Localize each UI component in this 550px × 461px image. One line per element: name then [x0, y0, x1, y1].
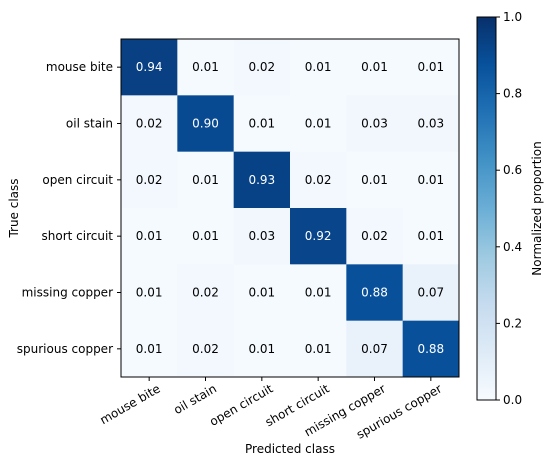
cell-value-label: 0.02: [192, 286, 219, 300]
cell-value-label: 0.02: [192, 342, 219, 356]
y-tick-label: spurious copper: [17, 342, 113, 356]
x-axis-label: Predicted class: [245, 442, 335, 456]
colorbar-ticks: 0.0 0.2 0.4 0.6 0.8 1.0: [496, 10, 522, 407]
cell-value-label: 0.02: [136, 173, 163, 187]
y-tick-label: oil stain: [66, 117, 113, 131]
cell-value-label: 0.01: [305, 117, 332, 131]
heatmap-cell: [290, 151, 347, 209]
cell-value-label: 0.02: [136, 117, 163, 131]
x-tick-label: oil stain: [171, 381, 219, 417]
heatmap-cell: [402, 39, 460, 96]
colorbar-tick-label: 0.4: [503, 240, 522, 254]
colorbar-tick-label: 0.2: [503, 316, 522, 330]
heatmap-cell: [177, 151, 235, 209]
heatmap-cell: [346, 320, 404, 378]
heatmap-cell: [346, 95, 404, 153]
x-tick-label: mouse bite: [98, 381, 163, 427]
cell-value-label: 0.01: [136, 286, 163, 300]
colorbar-tick-label: 0.8: [503, 87, 522, 101]
heatmap-cell: [121, 95, 178, 153]
colorbar-label: Normalized proportion: [530, 141, 544, 275]
cell-value-label: 0.01: [417, 229, 444, 243]
colorbar-tick-label: 1.0: [503, 10, 522, 24]
heatmap-cell: [177, 39, 235, 96]
cell-value-label: 0.92: [305, 229, 332, 243]
heatmap-cell: [233, 95, 291, 153]
cell-value-label: 0.01: [248, 117, 275, 131]
cell-value-label: 0.01: [192, 60, 219, 74]
cell-value-label: 0.02: [305, 173, 332, 187]
y-tick-label: mouse bite: [46, 60, 113, 74]
colorbar: [476, 16, 497, 401]
y-tick-label: short circuit: [42, 229, 114, 243]
cell-value-label: 0.01: [136, 342, 163, 356]
heatmap-cell: [402, 320, 460, 378]
plot-frame: [120, 38, 460, 378]
cell-value-label: 0.01: [305, 60, 332, 74]
cell-value-label: 0.88: [417, 342, 444, 356]
heatmap-cell: [402, 95, 460, 153]
heatmap-cell: [346, 264, 404, 322]
colorbar-tick-label: 0.0: [503, 393, 522, 407]
cell-value-label: 0.01: [361, 173, 388, 187]
cell-value-label: 0.90: [192, 117, 219, 131]
heatmap-cell: [121, 208, 178, 265]
cell-value-label: 0.02: [361, 229, 388, 243]
heatmap-cell: [402, 151, 460, 209]
heatmap-cell: [346, 208, 404, 265]
heatmap-cell: [121, 320, 178, 378]
cell-value-label: 0.01: [305, 342, 332, 356]
cell-value-label: 0.03: [248, 229, 275, 243]
cell-value-label: 0.01: [192, 229, 219, 243]
cell-value-label: 0.07: [417, 286, 444, 300]
heatmap-cells: [121, 39, 460, 378]
heatmap-cell: [233, 151, 291, 209]
heatmap-cell: [233, 208, 291, 265]
heatmap-cell: [177, 208, 235, 265]
y-axis-label: True class: [7, 178, 21, 238]
heatmap-cell: [402, 208, 460, 265]
heatmap-cell: [290, 264, 347, 322]
heatmap-cell: [290, 208, 347, 265]
heatmap-cell: [177, 264, 235, 322]
heatmap-cell: [346, 39, 404, 96]
heatmap-cell: [233, 264, 291, 322]
y-axis-ticks: mouse bite oil stain open circuit short cir…: [17, 60, 121, 356]
cell-value-label: 0.01: [361, 60, 388, 74]
y-tick-label: missing copper: [22, 286, 113, 300]
cell-value-label: 0.01: [136, 229, 163, 243]
heatmap-cell: [177, 95, 235, 153]
heatmap-cell: [233, 320, 291, 378]
cell-value-label: 0.01: [417, 173, 444, 187]
heatmap-cell: [177, 320, 235, 378]
heatmap-cell: [233, 39, 291, 96]
heatmap-cell: [121, 151, 178, 209]
cell-value-label: 0.01: [248, 342, 275, 356]
heatmap-cell: [121, 39, 178, 96]
cell-value-label: 0.01: [305, 286, 332, 300]
cell-value-label: 0.01: [248, 286, 275, 300]
heatmap-cell: [290, 95, 347, 153]
heatmap-cell: [290, 320, 347, 378]
cell-value-label: 0.07: [361, 342, 388, 356]
cell-value-label: 0.88: [361, 286, 388, 300]
heatmap-value-labels: 0.94 0.01 0.02 0.01 0.01 0.01 0.02 0.90 0.01 0.01…: [136, 60, 444, 356]
heatmap-cell: [290, 39, 347, 96]
cell-value-label: 0.01: [192, 173, 219, 187]
cell-value-label: 0.02: [248, 60, 275, 74]
heatmap-cell: [121, 264, 178, 322]
cell-value-label: 0.93: [248, 173, 275, 187]
cell-value-label: 0.01: [417, 60, 444, 74]
heatmap-cell: [346, 151, 404, 209]
colorbar-tick-label: 0.6: [503, 163, 522, 177]
heatmap-cell: [402, 264, 460, 322]
y-tick-label: open circuit: [42, 173, 113, 187]
cell-value-label: 0.03: [417, 117, 444, 131]
cell-value-label: 0.03: [361, 117, 388, 131]
cell-value-label: 0.94: [136, 60, 163, 74]
